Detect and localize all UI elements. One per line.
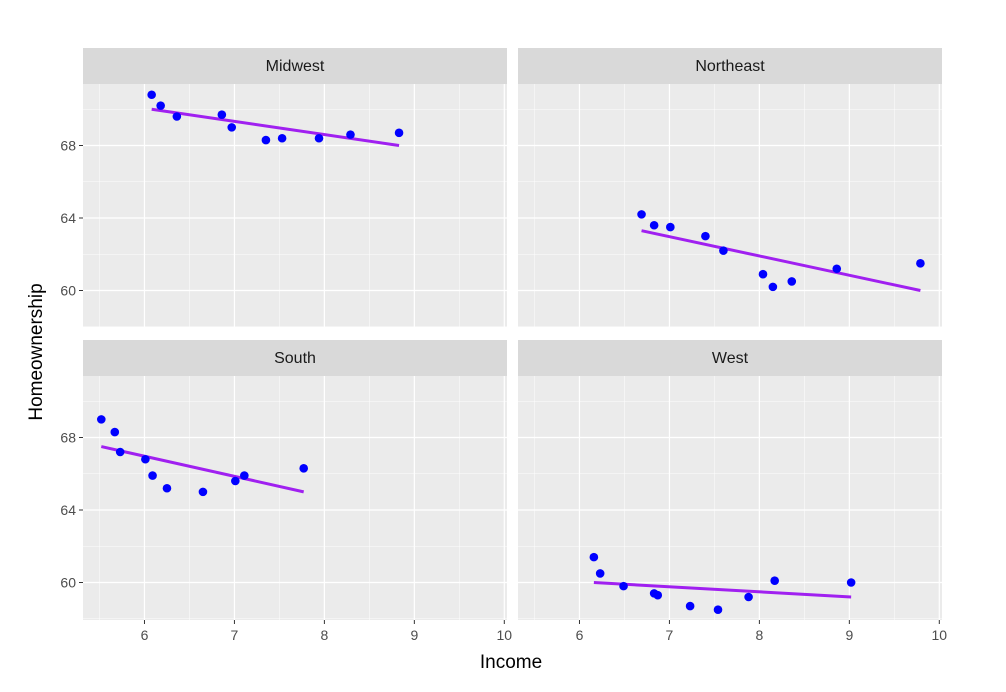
data-point — [156, 101, 165, 110]
data-point — [916, 259, 925, 268]
x-tick-label: 6 — [576, 627, 584, 643]
x-tick-label: 6 — [141, 627, 149, 643]
data-point — [299, 464, 308, 473]
data-point — [141, 454, 150, 464]
x-tick-label: 8 — [755, 627, 763, 643]
y-axis-title: Homeownership — [26, 283, 47, 420]
panel-background — [83, 376, 507, 620]
data-point — [172, 112, 182, 121]
data-point — [666, 222, 675, 232]
data-point — [770, 576, 779, 585]
data-point — [240, 471, 249, 480]
facet-strip-label: Midwest — [266, 58, 325, 75]
data-point — [227, 123, 237, 132]
x-tick-label: 9 — [845, 627, 853, 643]
x-tick-label: 9 — [410, 627, 418, 643]
x-tick-label: 8 — [320, 627, 328, 643]
y-tick-label: 60 — [60, 283, 76, 299]
data-point — [787, 277, 797, 286]
data-point — [110, 427, 120, 437]
data-point — [846, 578, 856, 587]
facet-panel-south: South 60 64 68 6 7 8 9 10 — [60, 340, 512, 643]
data-point — [261, 135, 271, 145]
panel-background — [518, 84, 942, 327]
data-point — [685, 601, 695, 611]
data-point — [768, 282, 778, 292]
data-point — [96, 415, 106, 424]
y-tick-label: 60 — [60, 575, 76, 591]
data-point — [758, 269, 768, 279]
data-point — [649, 220, 659, 230]
data-point — [115, 447, 125, 457]
data-point — [198, 487, 208, 497]
fit-line-south — [100, 445, 305, 494]
x-tick-label: 7 — [666, 627, 674, 643]
facet-panel-midwest: Midwest 60 64 68 — [60, 48, 507, 328]
data-point — [217, 110, 227, 119]
facet-strip — [83, 48, 507, 84]
facet-strip — [518, 48, 942, 84]
data-point — [713, 605, 723, 614]
fit-line-west — [593, 581, 852, 599]
data-point — [162, 483, 172, 493]
data-point — [346, 130, 355, 139]
data-point — [744, 592, 753, 602]
data-point — [701, 231, 710, 241]
data-point — [147, 90, 156, 100]
data-point — [595, 569, 605, 578]
panel-background — [518, 376, 942, 620]
y-tick-label: 64 — [60, 210, 76, 226]
facet-strip-label: South — [274, 350, 316, 367]
data-point — [719, 246, 728, 255]
data-point — [589, 552, 599, 562]
y-tick-label: 68 — [60, 430, 76, 446]
x-tick-label: 7 — [231, 627, 239, 643]
facet-strip — [518, 340, 942, 376]
y-tick-label: 68 — [60, 138, 76, 154]
data-point — [832, 264, 842, 274]
facet-strip-label: West — [712, 350, 749, 367]
facet-panel-west: West 6 7 8 9 10 — [518, 340, 947, 643]
x-axis-title: Income — [480, 652, 542, 673]
data-point — [619, 581, 628, 591]
data-point — [148, 471, 157, 480]
fit-line-northeast — [641, 229, 921, 292]
data-point — [394, 128, 404, 138]
facet-strip — [83, 340, 507, 376]
x-tick-label: 10 — [497, 627, 513, 643]
facet-panel-northeast: Northeast — [518, 48, 942, 328]
y-tick-label: 64 — [60, 502, 76, 518]
x-tick-label: 10 — [932, 627, 948, 643]
data-point — [314, 133, 324, 143]
fit-line-midwest — [151, 107, 400, 147]
data-point — [653, 590, 663, 600]
data-point — [637, 210, 646, 219]
data-point — [277, 133, 287, 143]
data-point — [231, 476, 240, 486]
panel-background — [83, 84, 507, 327]
facet-strip-label: Northeast — [695, 58, 765, 75]
